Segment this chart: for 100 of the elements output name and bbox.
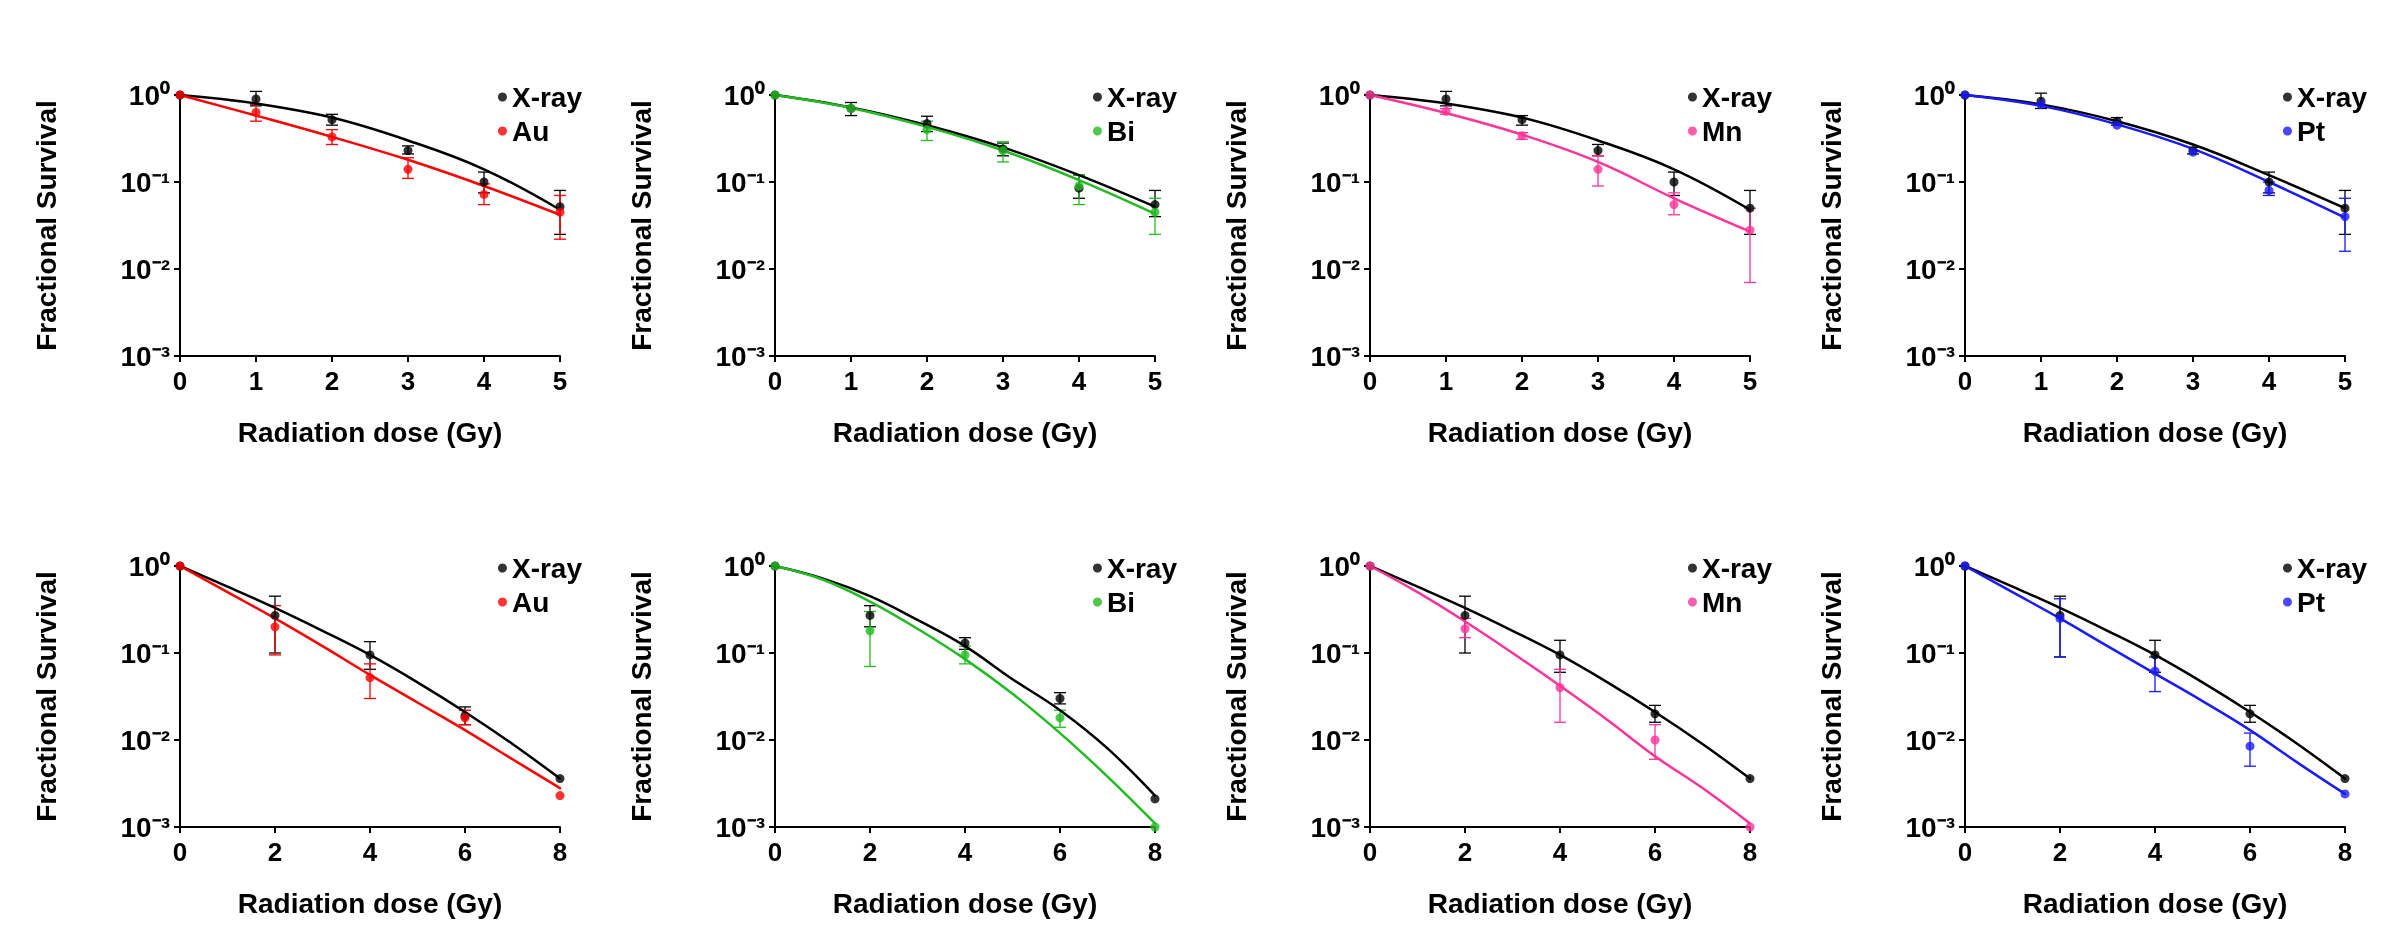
y-tick-label: 10⁻² (715, 724, 765, 756)
x-tick-label: 3 (995, 366, 1011, 396)
y-tick-label: 10⁻¹ (715, 637, 765, 669)
y-axis-title: Fractional Survival (1815, 100, 1847, 351)
x-tick-label: 2 (267, 837, 283, 867)
x-tick-label: 0 (1957, 366, 1973, 396)
x-axis-title: Radiation dose (Gy) (1427, 887, 1693, 919)
y-tick-label: 10⁰ (1913, 79, 1955, 111)
y-tick-label: 10⁰ (128, 79, 170, 111)
legend-label: X-ray (511, 81, 583, 113)
legend-label: X-ray (1106, 81, 1178, 113)
x-tick-label: 5 (552, 366, 568, 396)
x-tick-label: 1 (248, 366, 264, 396)
y-axis-title: Fractional Survival (1815, 571, 1847, 822)
y-tick-label: 10⁻¹ (1905, 637, 1955, 669)
y-axis-title: Fractional Survival (625, 100, 657, 351)
legend-label: Bi (1106, 586, 1135, 618)
x-axis-title: Radiation dose (Gy) (237, 416, 503, 448)
y-tick-label: 10⁻³ (1905, 340, 1955, 372)
legend-label: Mn (1701, 115, 1743, 147)
y-tick-label: 10⁰ (128, 550, 170, 582)
y-tick-label: 10⁻² (715, 253, 765, 285)
x-tick-label: 6 (2242, 837, 2258, 867)
y-axis-title: Fractional Survival (1220, 571, 1252, 822)
legend-label: X-ray (2296, 81, 2368, 113)
legend-label: Pt (2296, 115, 2325, 147)
x-tick-label: 2 (2109, 366, 2125, 396)
x-tick-label: 4 (2147, 837, 2163, 867)
y-tick-label: 10⁰ (723, 550, 765, 582)
y-tick-label: 10⁰ (1913, 550, 1955, 582)
x-tick-label: 3 (400, 366, 416, 396)
y-tick-label: 10⁻¹ (120, 637, 170, 669)
x-tick-label: 4 (957, 837, 973, 867)
x-tick-label: 4 (362, 837, 378, 867)
y-tick-label: 10⁻² (120, 724, 170, 756)
x-tick-label: 1 (2033, 366, 2049, 396)
x-tick-label: 0 (1362, 837, 1378, 867)
x-tick-label: 4 (1071, 366, 1087, 396)
x-tick-label: 0 (1362, 366, 1378, 396)
legend-label: X-ray (1701, 552, 1773, 584)
y-tick-label: 10⁰ (1318, 79, 1360, 111)
x-tick-label: 2 (1514, 366, 1530, 396)
x-tick-label: 0 (172, 366, 188, 396)
legend-label: Au (511, 115, 550, 147)
legend-label: X-ray (511, 552, 583, 584)
y-tick-label: 10⁻³ (1905, 811, 1955, 843)
x-tick-label: 0 (767, 366, 783, 396)
x-tick-label: 2 (1457, 837, 1473, 867)
x-tick-label: 8 (1147, 837, 1163, 867)
x-tick-label: 8 (552, 837, 568, 867)
y-tick-label: 10⁻² (120, 253, 170, 285)
x-tick-label: 4 (1552, 837, 1568, 867)
y-axis-title: Fractional Survival (30, 571, 62, 822)
x-tick-label: 4 (476, 366, 492, 396)
x-tick-label: 6 (1647, 837, 1663, 867)
x-tick-label: 8 (1742, 837, 1758, 867)
x-tick-label: 4 (2261, 366, 2277, 396)
x-tick-label: 2 (862, 837, 878, 867)
x-axis-title: Radiation dose (Gy) (832, 416, 1098, 448)
legend-label: Mn (1701, 586, 1743, 618)
y-tick-label: 10⁻³ (715, 811, 765, 843)
x-tick-label: 0 (767, 837, 783, 867)
y-tick-label: 10⁻² (1310, 253, 1360, 285)
x-tick-label: 8 (2337, 837, 2353, 867)
legend-label: X-ray (1701, 81, 1773, 113)
y-axis-title: Fractional Survival (30, 100, 62, 351)
x-tick-label: 5 (2337, 366, 2353, 396)
y-tick-label: 10⁻³ (120, 340, 170, 372)
legend-label: X-ray (2296, 552, 2368, 584)
x-tick-label: 3 (2185, 366, 2201, 396)
x-axis-title: Radiation dose (Gy) (237, 887, 503, 919)
y-tick-label: 10⁻³ (1310, 811, 1360, 843)
x-tick-label: 1 (843, 366, 859, 396)
y-tick-label: 10⁻² (1905, 724, 1955, 756)
y-tick-label: 10⁻³ (120, 811, 170, 843)
y-tick-label: 10⁻² (1905, 253, 1955, 285)
legend-label: Au (511, 586, 550, 618)
y-tick-label: 10⁻² (1310, 724, 1360, 756)
x-axis-title: Radiation dose (Gy) (832, 887, 1098, 919)
x-tick-label: 0 (1957, 837, 1973, 867)
y-tick-label: 10⁻³ (1310, 340, 1360, 372)
x-tick-label: 2 (2052, 837, 2068, 867)
y-tick-label: 10⁻¹ (120, 166, 170, 198)
y-tick-label: 10⁻¹ (1310, 637, 1360, 669)
y-tick-label: 10⁻³ (715, 340, 765, 372)
x-tick-label: 5 (1147, 366, 1163, 396)
x-tick-label: 2 (324, 366, 340, 396)
x-tick-label: 1 (1438, 366, 1454, 396)
legend-label: Bi (1106, 115, 1135, 147)
y-axis-title: Fractional Survival (1220, 100, 1252, 351)
x-tick-label: 5 (1742, 366, 1758, 396)
legend-label: X-ray (1106, 552, 1178, 584)
x-tick-label: 0 (172, 837, 188, 867)
y-tick-label: 10⁰ (723, 79, 765, 111)
x-axis-title: Radiation dose (Gy) (1427, 416, 1693, 448)
y-tick-label: 10⁰ (1318, 550, 1360, 582)
y-tick-label: 10⁻¹ (1905, 166, 1955, 198)
x-tick-label: 3 (1590, 366, 1606, 396)
x-tick-label: 2 (919, 366, 935, 396)
x-axis-title: Radiation dose (Gy) (2022, 416, 2288, 448)
